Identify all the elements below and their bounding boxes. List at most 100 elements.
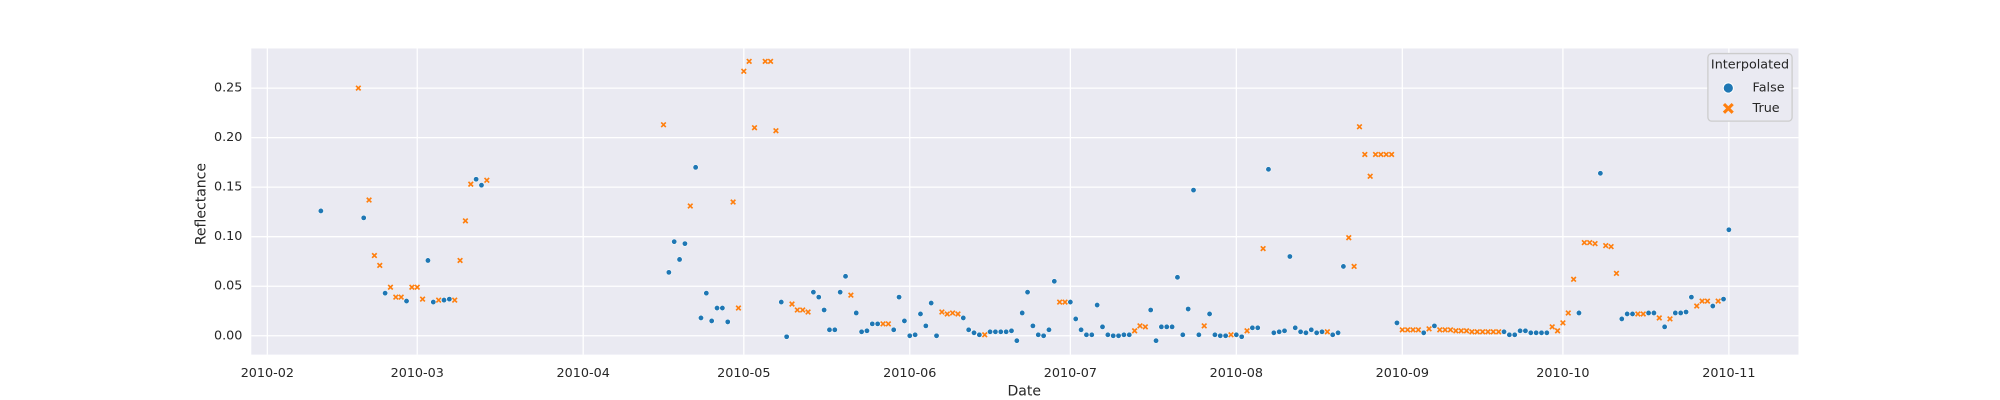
y-tick-label: 0.20 — [214, 130, 242, 145]
legend-label: False — [1753, 81, 1785, 96]
y-tick-label: 0.25 — [214, 81, 242, 96]
point — [821, 307, 828, 313]
point — [1104, 331, 1111, 338]
point — [478, 182, 485, 189]
point — [1217, 332, 1224, 339]
point — [708, 317, 715, 324]
point — [1029, 322, 1036, 329]
point — [419, 296, 426, 302]
point — [778, 299, 785, 306]
point — [1297, 328, 1304, 335]
point — [912, 331, 919, 338]
point — [1110, 332, 1117, 339]
point — [1056, 299, 1063, 305]
point — [1003, 328, 1010, 335]
point — [671, 238, 678, 245]
legend-marker — [1722, 102, 1734, 114]
point — [681, 240, 688, 247]
point — [869, 320, 876, 327]
point — [1683, 309, 1689, 315]
point — [398, 294, 405, 301]
point — [858, 328, 865, 335]
point — [1035, 331, 1042, 338]
point — [794, 307, 801, 313]
point — [1463, 327, 1470, 334]
point — [1313, 329, 1320, 336]
point — [981, 331, 988, 338]
point — [1618, 315, 1625, 322]
point — [1458, 327, 1465, 334]
point — [1067, 299, 1074, 306]
point — [355, 85, 362, 91]
point — [446, 296, 453, 303]
point — [1667, 316, 1673, 322]
point — [746, 58, 753, 65]
point — [1720, 296, 1727, 303]
point — [1404, 326, 1411, 333]
point — [483, 177, 490, 184]
point — [1078, 326, 1085, 333]
point — [1693, 303, 1700, 309]
point — [831, 326, 838, 333]
point — [1179, 331, 1186, 338]
point — [692, 164, 699, 171]
point — [1704, 298, 1711, 304]
y-axis-label: Reflectance — [194, 163, 210, 245]
point — [880, 320, 886, 327]
point — [1008, 327, 1015, 334]
point — [890, 326, 897, 333]
point — [1206, 311, 1213, 317]
point — [403, 298, 410, 305]
point — [360, 214, 367, 221]
point — [1308, 326, 1315, 333]
point — [1019, 310, 1026, 316]
point — [1169, 323, 1176, 330]
point — [660, 121, 667, 128]
point — [1576, 310, 1582, 316]
point — [1592, 240, 1598, 247]
point — [1072, 315, 1079, 322]
x-tick-label: 2010-05 — [717, 366, 770, 381]
point — [441, 297, 447, 304]
point — [1501, 328, 1507, 335]
legend-label: True — [1752, 101, 1780, 116]
point — [1094, 302, 1101, 308]
point — [853, 310, 860, 316]
point — [462, 217, 469, 224]
legend: Interpolated False True — [1707, 52, 1793, 122]
point — [1517, 327, 1524, 334]
point — [1281, 327, 1288, 334]
point — [1051, 278, 1058, 285]
point — [1399, 326, 1406, 333]
point — [1024, 289, 1031, 296]
point — [976, 331, 983, 338]
point — [767, 58, 774, 65]
point — [366, 197, 372, 203]
point — [1286, 253, 1293, 260]
point — [1211, 331, 1218, 338]
point — [1292, 324, 1299, 331]
point — [1088, 331, 1095, 338]
point — [1126, 331, 1133, 338]
point — [901, 317, 908, 324]
point — [1650, 310, 1657, 316]
point — [1436, 326, 1443, 333]
point — [1040, 332, 1047, 339]
point — [1324, 328, 1331, 335]
point — [1479, 328, 1486, 335]
point — [1238, 333, 1245, 340]
point — [1608, 243, 1614, 250]
point — [928, 300, 935, 307]
point — [1506, 331, 1513, 338]
point — [1586, 239, 1593, 246]
point — [810, 289, 817, 296]
x-axis-label: Date — [1007, 384, 1041, 400]
point — [949, 310, 956, 316]
point — [1624, 311, 1631, 317]
point — [885, 320, 892, 327]
point — [1485, 328, 1491, 335]
x-tick-label: 2010-10 — [1536, 366, 1589, 381]
point — [960, 315, 967, 321]
